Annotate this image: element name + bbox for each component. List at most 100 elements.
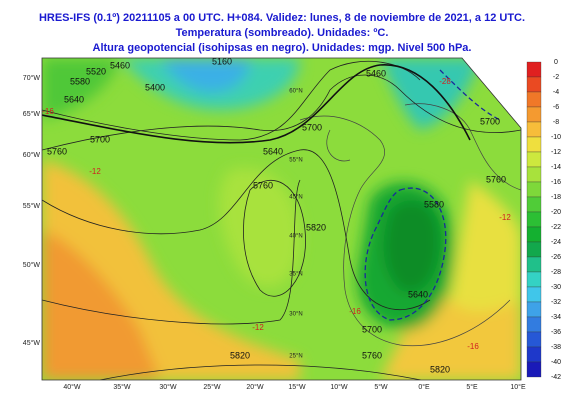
colorbar-segment: [526, 241, 542, 258]
temperature-label: -16: [349, 307, 361, 316]
colorbar-segment: [526, 151, 542, 168]
isohypse-label: 5160: [212, 56, 232, 66]
colorbar-segment: [526, 226, 542, 243]
colorbar-tick-label: -30: [551, 284, 561, 291]
latitude-label: 50°W: [23, 261, 41, 269]
temperature-label: -16: [467, 342, 479, 351]
colorbar-segment: [526, 256, 542, 273]
longitude-label: 5°W: [374, 383, 388, 391]
colorbar-tick-label: -16: [551, 179, 561, 186]
longitude-label: 20°W: [246, 383, 264, 391]
colorbar-tick-label: -42: [551, 374, 561, 381]
isohypse-label: 5460: [366, 68, 386, 78]
longitude-label: 0°E: [418, 383, 430, 391]
colorbar-tick-label: -36: [551, 329, 561, 336]
colorbar-segment: [526, 286, 542, 303]
latitude-label: 70°W: [23, 74, 41, 82]
longitude-label: 35°W: [113, 383, 131, 391]
colorbar-segment: [526, 196, 542, 213]
temperature-field: [42, 58, 521, 380]
colorbar-segment: [526, 61, 542, 78]
colorbar-tick-label: -32: [551, 299, 561, 306]
colorbar-segment: [526, 331, 542, 348]
colorbar-tick-label: -34: [551, 314, 561, 321]
longitude-label: 10°W: [330, 383, 348, 391]
title-line: Altura geopotencial (isohipsas en negro)…: [93, 42, 472, 54]
colorbar-segment: [526, 76, 542, 93]
temperature-label: -12: [89, 167, 101, 176]
colorbar-tick-label: -28: [551, 269, 561, 276]
colorbar-tick-label: -8: [553, 119, 559, 126]
graticule-label: 25°N: [289, 354, 302, 360]
graticule-label: 45°N: [289, 195, 302, 201]
colorbar-tick-label: -4: [553, 89, 559, 96]
colorbar-tick-label: -38: [551, 344, 561, 351]
map-frame: [41, 57, 522, 381]
latitude-label: 65°W: [23, 110, 41, 118]
colorbar-segment: [526, 361, 542, 378]
isohypse-label: 5760: [362, 350, 382, 360]
isohypse-label: 5700: [480, 116, 500, 126]
graticule-label: 55°N: [289, 158, 302, 164]
colorbar-tick-label: -2: [553, 74, 559, 81]
colorbar-tick-label: -26: [551, 254, 561, 261]
colorbar-tick-label: -20: [551, 209, 561, 216]
graticule-label: 30°N: [289, 312, 302, 318]
isohypse-label: 5580: [424, 199, 444, 209]
isohypse-label: 5700: [362, 324, 382, 334]
colorbar-segment: [526, 121, 542, 138]
colorbar-tick-label: 0: [554, 59, 558, 66]
colorbar-tick-label: -12: [551, 149, 561, 156]
longitude-label: 40°W: [63, 383, 81, 391]
colorbar-segment: [526, 181, 542, 198]
graticule-label: 60°N: [289, 89, 302, 95]
isohypse-label: 5700: [302, 122, 322, 132]
temperature-label: -12: [499, 213, 511, 222]
colorbar-tick-label: -18: [551, 194, 561, 201]
isohypse-label: 5400: [145, 82, 165, 92]
isohypse-label: 5580: [70, 76, 90, 86]
colorbar-segment: [526, 136, 542, 153]
colorbar-segment: [526, 211, 542, 228]
graticule-label: 35°N: [289, 272, 302, 278]
isohypse-label: 5820: [306, 222, 326, 232]
isohypse-label: 5640: [64, 94, 84, 104]
longitude-label: 5°E: [466, 383, 478, 391]
colorbar-tick-label: -6: [553, 104, 559, 111]
isohypse-label: 5760: [47, 146, 67, 156]
colorbar-tick-label: -24: [551, 239, 561, 246]
title-line: Temperatura (sombreado). Unidades: ºC.: [176, 27, 389, 39]
longitude-label: 10°E: [510, 383, 526, 391]
isohypse-label: 5760: [253, 180, 273, 190]
temperature-label: -12: [252, 323, 264, 332]
isohypse-label: 5460: [110, 60, 130, 70]
isohypse-label: 5820: [230, 350, 250, 360]
colorbar-segment: [526, 346, 542, 363]
temperature-label: -28: [439, 77, 451, 86]
isohypse-label: 5820: [430, 364, 450, 374]
latitude-label: 45°W: [23, 339, 41, 347]
colorbar-tick-label: -10: [551, 134, 561, 141]
longitude-label: 30°W: [159, 383, 177, 391]
latitude-label: 60°W: [23, 151, 41, 159]
isohypse-label: 5520: [86, 66, 106, 76]
colorbar-tick-label: -14: [551, 164, 561, 171]
colorbar-segment: [526, 106, 542, 123]
colorbar-segment: [526, 166, 542, 183]
colorbar-segment: [526, 91, 542, 108]
isohypse-label: 5640: [263, 146, 283, 156]
title-line: HRES-IFS (0.1º) 20211105 a 00 UTC. H+084…: [39, 12, 525, 24]
isohypses: [42, 60, 521, 380]
graticule-label: 40°N: [289, 234, 302, 240]
latitude-label: 55°W: [23, 202, 41, 210]
temperature-label: -16: [42, 107, 54, 116]
longitude-label: 25°W: [203, 383, 221, 391]
colorbar-segment: [526, 316, 542, 333]
longitude-label: 15°W: [288, 383, 306, 391]
isohypse-label: 5760: [486, 174, 506, 184]
colorbar-segment: [526, 271, 542, 288]
isohypse-label: 5700: [90, 134, 110, 144]
colorbar-tick-label: -40: [551, 359, 561, 366]
colorbar-tick-label: -22: [551, 224, 561, 231]
